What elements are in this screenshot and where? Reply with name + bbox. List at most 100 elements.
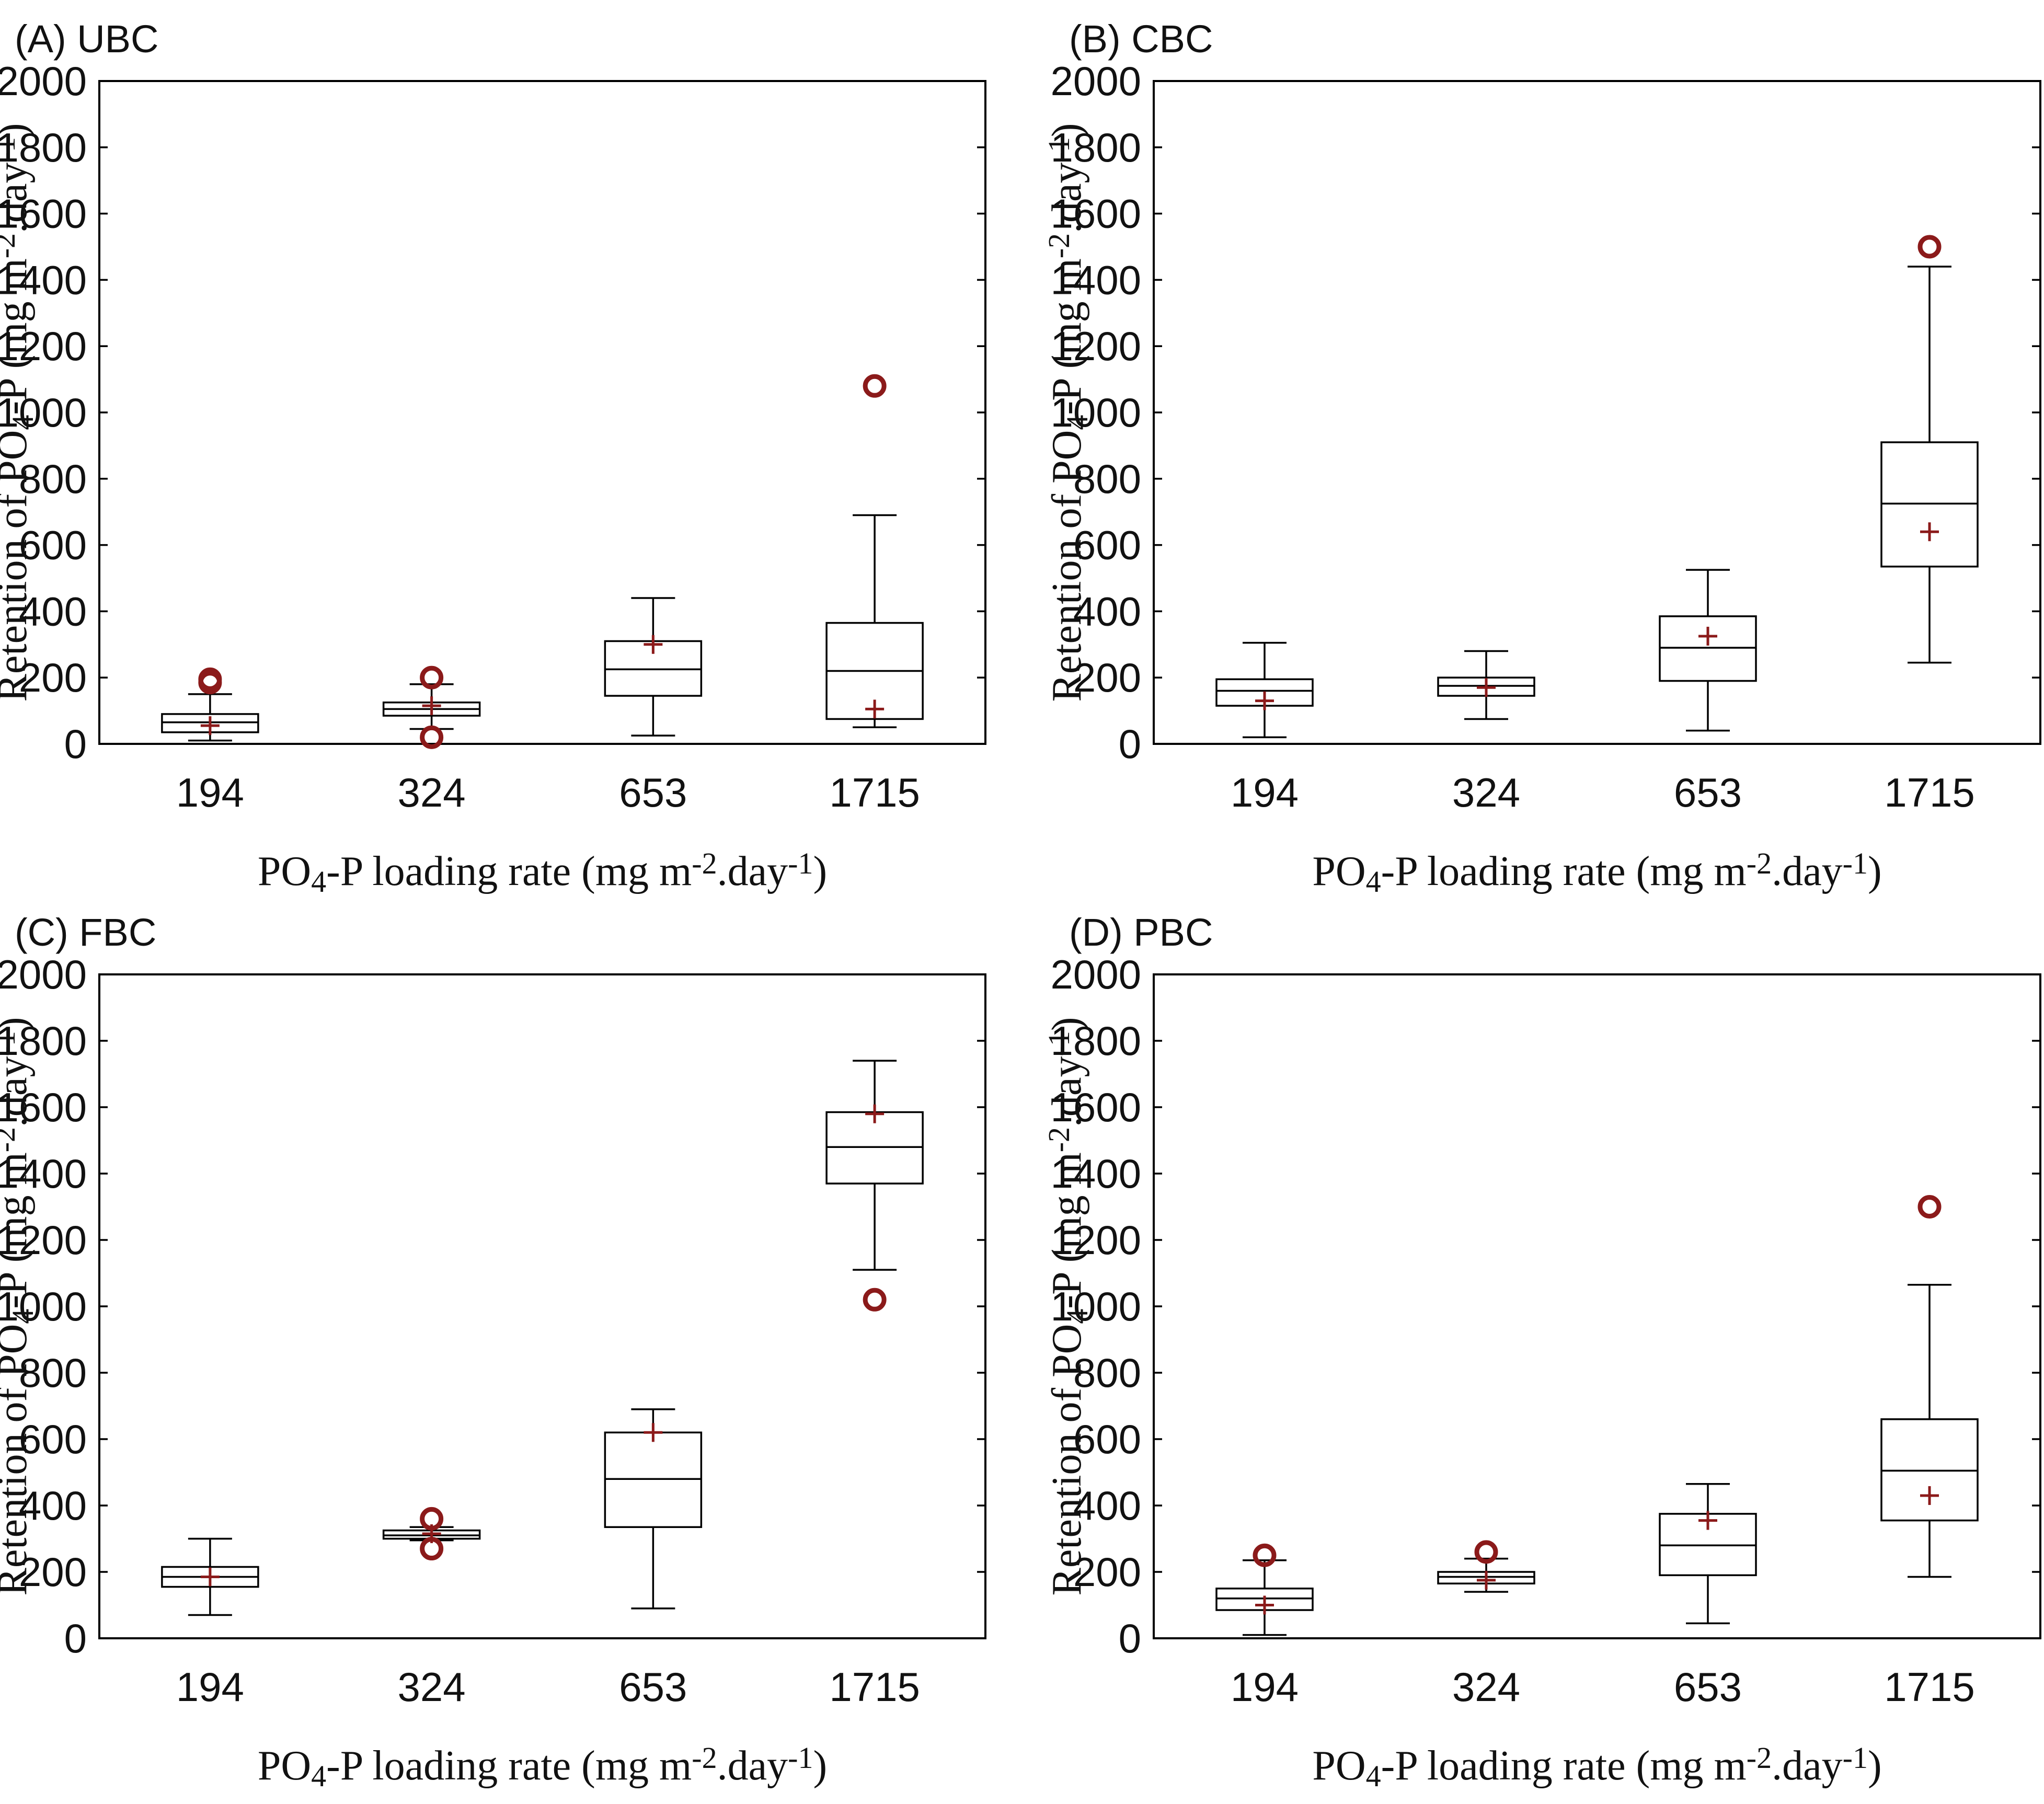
y-tick-label: 400 xyxy=(1073,1483,1141,1529)
y-tick-label: 1400 xyxy=(0,1151,87,1197)
y-tick-label: 200 xyxy=(1073,1549,1141,1595)
panel-title: (C) FBC xyxy=(15,911,156,954)
label-part-sub: 4 xyxy=(1366,1759,1381,1793)
plot-frame xyxy=(98,973,986,1639)
y-tick-label: 1200 xyxy=(1050,323,1141,369)
y-tick-label: 1400 xyxy=(1050,1151,1141,1197)
x-tick-label: 653 xyxy=(1674,769,1742,815)
box-653 xyxy=(604,1408,703,1610)
x-tick-label: 653 xyxy=(619,769,687,815)
box-653 xyxy=(604,597,703,737)
label-part-sup2: -1 xyxy=(0,137,21,162)
outlier-point xyxy=(863,374,887,398)
outlier-point xyxy=(198,667,222,691)
outlier-point xyxy=(1474,1540,1498,1564)
y-axis-label: Retention of PO4-P (mg m-2.day-1) xyxy=(0,123,40,702)
label-part-sup1: -2 xyxy=(1747,1741,1772,1775)
x-tick-label: 194 xyxy=(1231,1664,1299,1710)
outlier-point xyxy=(1917,235,1942,259)
y-tick-label: 1600 xyxy=(0,191,87,237)
label-part-mid2: .day xyxy=(1772,848,1843,894)
label-part-suffix: ) xyxy=(1868,1743,1882,1789)
x-tick-label: 194 xyxy=(1231,769,1299,815)
box-653 xyxy=(1659,569,1757,732)
y-tick-label: 0 xyxy=(1119,1615,1141,1661)
plot-frame xyxy=(1153,973,2041,1639)
label-part-prefix: PO xyxy=(258,848,311,894)
y-tick-label: 800 xyxy=(1073,456,1141,502)
box-194 xyxy=(161,667,259,742)
label-part-prefix: PO xyxy=(1312,1743,1365,1789)
label-part-sup2: -1 xyxy=(1843,846,1868,880)
box-1715 xyxy=(1880,1195,1979,1578)
label-part-sub: 4 xyxy=(1366,865,1381,899)
label-part-prefix: Retention of PO xyxy=(1044,1324,1090,1596)
label-part-suffix: ) xyxy=(1044,123,1090,137)
label-part-prefix: Retention of PO xyxy=(0,430,36,702)
label-part-prefix: Retention of PO xyxy=(1044,430,1090,702)
outlier-point xyxy=(420,665,444,690)
label-part-mid2: .day xyxy=(717,1743,788,1789)
box-194 xyxy=(1215,641,1314,739)
x-tick-label: 324 xyxy=(1452,769,1520,815)
box-1715 xyxy=(1880,235,1979,664)
panel-title: (D) PBC xyxy=(1069,911,1213,954)
outlier-point xyxy=(420,725,444,749)
y-tick-label: 0 xyxy=(1119,721,1141,767)
y-tick-label: 600 xyxy=(19,522,87,568)
box-324 xyxy=(382,1507,481,1561)
label-part-sup2: -1 xyxy=(788,846,813,880)
y-tick-label: 1600 xyxy=(0,1084,87,1130)
label-part-sup1: -2 xyxy=(0,233,21,258)
label-part-mid2: .day xyxy=(717,848,788,894)
y-tick-label: 200 xyxy=(19,1549,87,1595)
y-tick-label: 2000 xyxy=(1050,951,1141,997)
label-part-mid2: .day xyxy=(0,162,36,233)
outlier-point xyxy=(420,1537,444,1561)
x-tick-label: 653 xyxy=(619,1664,687,1710)
box-324 xyxy=(1437,1540,1535,1593)
label-part-sub: 4 xyxy=(311,865,326,899)
x-tick-label: 653 xyxy=(1674,1664,1742,1710)
label-part-sup2: -1 xyxy=(788,1741,813,1775)
panel-cbc: (B) CBC 0 200 400 600 800 1000 1200 1400 1600 1800… xyxy=(1042,17,2041,899)
label-part-mid: -P loading rate (mg m xyxy=(1381,848,1747,894)
label-part-mid2: .day xyxy=(0,1056,36,1127)
x-axis-label: PO4-P loading rate (mg m-2.day-1) xyxy=(1312,1741,1881,1793)
y-tick-label: 400 xyxy=(1073,588,1141,634)
y-tick-label: 1000 xyxy=(0,389,87,435)
label-part-sup2: -1 xyxy=(1042,137,1076,162)
y-tick-label: 1800 xyxy=(1050,124,1141,170)
y-tick-label: 2000 xyxy=(0,58,87,104)
x-tick-label: 1715 xyxy=(1884,769,1975,815)
y-tick-label: 1800 xyxy=(1050,1018,1141,1064)
label-part-sup1: -2 xyxy=(1747,846,1772,880)
label-part-sup2: -1 xyxy=(0,1031,21,1056)
x-tick-label: 324 xyxy=(398,769,466,815)
label-part-suffix: ) xyxy=(0,1017,36,1031)
label-part-sup2: -1 xyxy=(1042,1031,1076,1056)
label-part-sub: 4 xyxy=(1060,1309,1094,1324)
label-part-sub: 4 xyxy=(1060,415,1094,430)
y-tick-label: 1600 xyxy=(1050,191,1141,237)
label-part-suffix: ) xyxy=(1044,1017,1090,1031)
box-194 xyxy=(161,1537,259,1616)
label-part-prefix: PO xyxy=(258,1743,311,1789)
x-axis-label: PO4-P loading rate (mg m-2.day-1) xyxy=(258,1741,827,1793)
label-part-sup1: -2 xyxy=(692,846,717,880)
label-part-sup1: -2 xyxy=(1042,1127,1076,1152)
label-part-prefix: PO xyxy=(1312,848,1365,894)
y-tick-label: 1400 xyxy=(1050,257,1141,303)
outlier-point xyxy=(863,1288,887,1312)
label-part-mid: -P (mg m xyxy=(0,258,36,415)
label-part-sup1: -2 xyxy=(1042,233,1076,258)
y-tick-label: 1400 xyxy=(0,257,87,303)
y-tick-label: 1200 xyxy=(0,323,87,369)
y-tick-label: 200 xyxy=(1073,654,1141,700)
label-part-prefix: Retention of PO xyxy=(0,1324,36,1596)
x-tick-label: 1715 xyxy=(829,769,920,815)
x-tick-label: 1715 xyxy=(829,1664,920,1710)
label-part-sub: 4 xyxy=(6,415,40,430)
x-tick-label: 194 xyxy=(176,1664,244,1710)
